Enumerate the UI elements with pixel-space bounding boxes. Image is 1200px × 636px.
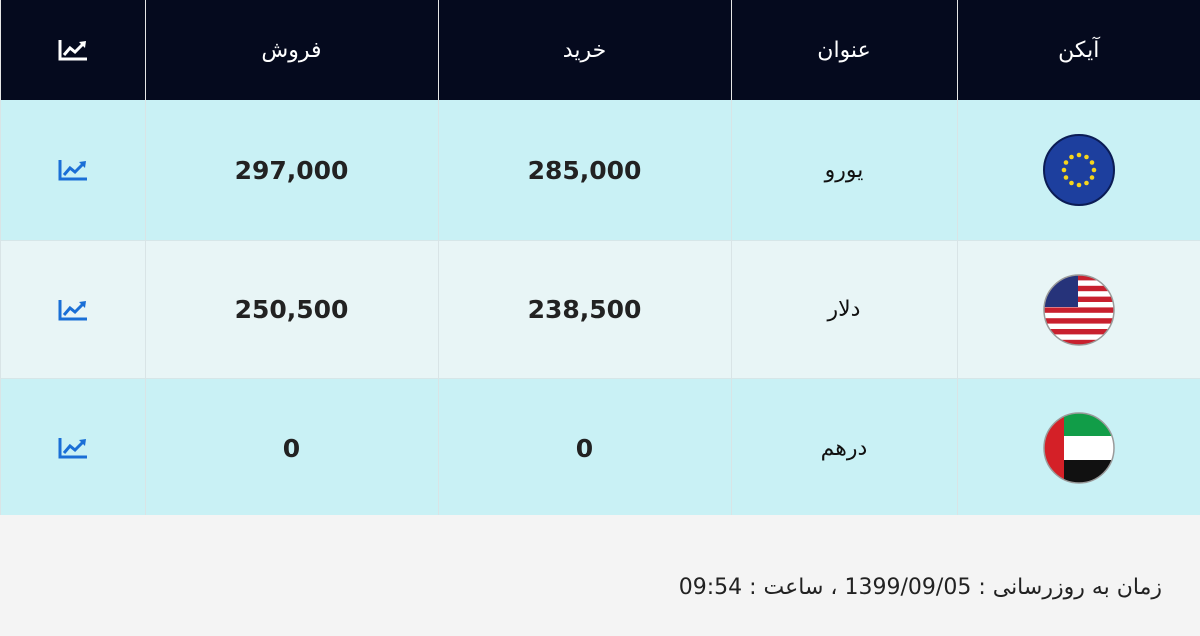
sell-cell: 297,000: [144, 100, 438, 241]
chart-icon[interactable]: [57, 158, 89, 182]
eu-flag: [1042, 134, 1115, 206]
footer: زمان به روزرسانی : 1399/09/05 ، ساعت : 0…: [0, 515, 1200, 636]
title-cell: دلار: [730, 240, 957, 379]
buy-cell: 0: [437, 378, 731, 517]
row: دلار 238,500 250,500: [0, 240, 1200, 379]
title-cell: یورو: [730, 100, 957, 241]
header-cell: فروش: [144, 0, 438, 100]
uae-flag: [1043, 412, 1115, 484]
flag-cell: [956, 240, 1200, 379]
chart-icon: [58, 40, 87, 61]
title-cell: درهم: [730, 378, 957, 517]
currency-table: آیکن عنوان خرید فروش یورو 285,000 297,00…: [0, 0, 1200, 517]
update-time: زمان به روزرسانی : 1399/09/05 ، ساعت : 0…: [678, 575, 1162, 600]
header-cell: [0, 0, 145, 100]
us-flag: [1043, 273, 1115, 346]
chart-cell[interactable]: [0, 378, 145, 517]
flag-cell: [956, 378, 1200, 517]
sell-cell: 0: [144, 378, 438, 517]
header-cell: خرید: [437, 0, 731, 100]
row: درهم 0 0: [0, 378, 1200, 517]
sell-cell: 250,500: [144, 240, 438, 379]
chart-icon[interactable]: [57, 298, 89, 322]
row: یورو 285,000 297,000: [0, 100, 1200, 241]
header-cell: آیکن: [956, 0, 1200, 100]
chart-cell[interactable]: [0, 240, 145, 379]
buy-cell: 285,000: [437, 100, 731, 241]
buy-cell: 238,500: [437, 240, 731, 379]
header-cell: عنوان: [730, 0, 957, 100]
header-row: آیکن عنوان خرید فروش: [0, 0, 1200, 100]
flag-cell: [956, 100, 1200, 241]
chart-cell[interactable]: [0, 100, 145, 241]
chart-icon[interactable]: [57, 436, 89, 460]
